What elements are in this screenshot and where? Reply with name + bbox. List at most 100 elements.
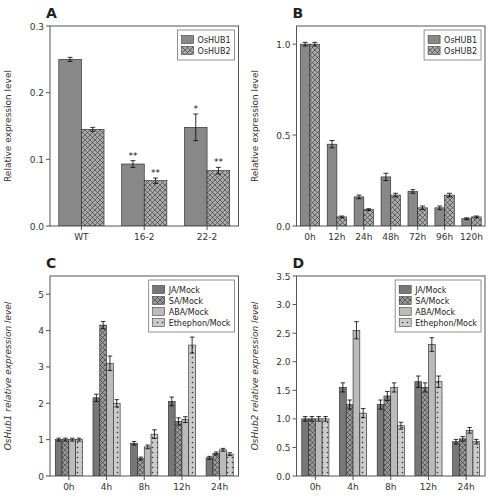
bar <box>435 208 445 226</box>
significance-label: * <box>194 104 199 114</box>
y-tick <box>293 361 297 362</box>
y-tick-label: 0.0 <box>276 472 291 482</box>
legend: JA/MockSA/MockABA/MockEthephon/Mock <box>149 280 235 332</box>
x-tick <box>471 226 472 230</box>
panel: C012345OsHub1 relative expression level0… <box>3 255 239 492</box>
bar <box>137 459 144 476</box>
y-tick-label: 2.5 <box>276 329 290 339</box>
x-tick <box>336 226 337 230</box>
error-bar <box>474 216 479 218</box>
plot-frame <box>50 26 239 226</box>
bar <box>354 197 364 226</box>
error-bar <box>176 418 181 425</box>
marks <box>300 42 481 226</box>
x-tick-label: 48h <box>382 232 399 242</box>
error-bar <box>216 167 221 174</box>
error-bar <box>77 438 82 441</box>
y-tick-label: 0.5 <box>276 131 290 141</box>
y-tick <box>46 476 50 477</box>
bar <box>302 419 309 476</box>
error-bar <box>447 193 452 197</box>
error-bar <box>312 42 317 46</box>
x-tick-label: 8h <box>139 482 150 492</box>
marks <box>59 57 230 226</box>
bar <box>322 419 329 476</box>
x-tick <box>315 476 316 480</box>
bar <box>445 195 455 226</box>
legend-label: SA/Mock <box>415 297 450 306</box>
y-tick-label: 0.2 <box>30 88 44 98</box>
panel-title: A <box>46 5 57 21</box>
y-tick-label: 0.0 <box>276 222 291 232</box>
y-tick-label: 1 <box>38 435 44 445</box>
y-tick <box>293 390 297 391</box>
error-bar <box>207 456 212 459</box>
legend-label: OsHUB1 <box>444 36 477 45</box>
error-bar <box>190 337 195 353</box>
y-tick <box>293 135 297 136</box>
error-bar <box>303 42 308 46</box>
x-tick <box>207 226 208 230</box>
legend-swatch <box>182 47 194 55</box>
bar <box>466 430 473 476</box>
bar <box>213 453 220 476</box>
bar <box>327 144 337 226</box>
error-bar <box>316 417 321 422</box>
y-tick <box>46 403 50 404</box>
legend: OsHUB1OsHUB2 <box>424 30 481 60</box>
y-tick-label: 4 <box>38 326 44 336</box>
y-tick <box>46 366 50 367</box>
panel: D0.00.51.01.52.02.53.03.5OsHub2 relative… <box>250 255 486 492</box>
error-bar <box>132 441 137 445</box>
significance-label: ** <box>214 157 224 167</box>
legend-swatch <box>428 36 440 44</box>
x-tick-label: 12h <box>328 232 345 242</box>
x-tick-label: 16-2 <box>134 232 154 242</box>
bar <box>226 454 233 476</box>
bar <box>309 419 316 476</box>
bar <box>206 458 213 476</box>
bar <box>300 44 310 226</box>
error-bar <box>139 457 144 460</box>
error-bar <box>410 190 415 194</box>
error-bar <box>130 161 135 168</box>
error-bar <box>423 383 428 392</box>
y-tick <box>293 226 297 227</box>
y-tick-label: 1.5 <box>276 386 290 396</box>
error-bar <box>303 417 308 422</box>
y-tick-label: 3.0 <box>276 300 291 310</box>
error-bar <box>361 409 366 418</box>
bar <box>381 177 391 226</box>
y-tick <box>293 447 297 448</box>
error-bar <box>70 438 75 441</box>
plot-frame <box>297 26 486 226</box>
x-tick-label: WT <box>74 232 89 242</box>
x-tick <box>417 226 418 230</box>
y-tick <box>293 276 297 277</box>
bar <box>62 440 69 476</box>
x-tick <box>444 226 445 230</box>
marks <box>55 321 233 476</box>
y-axis-label: OsHub2 relative expression level <box>250 301 260 450</box>
panel-title: B <box>293 5 304 21</box>
y-tick <box>46 92 50 93</box>
y-tick-label: 0.5 <box>276 443 290 453</box>
bar <box>182 420 189 476</box>
bar <box>472 217 482 226</box>
x-tick-label: 8h <box>385 482 396 492</box>
bar <box>81 129 104 226</box>
y-tick <box>46 226 50 227</box>
bar <box>473 442 480 476</box>
y-axis-label: Relative expression level <box>3 70 13 182</box>
figure: A0.00.10.20.3Relative expression levelWT… <box>0 0 493 500</box>
y-tick <box>46 294 50 295</box>
x-tick-label: 0h <box>304 232 315 242</box>
bar <box>168 401 175 476</box>
bar <box>122 164 145 226</box>
y-tick <box>46 159 50 160</box>
x-tick <box>68 476 69 480</box>
legend-swatch <box>399 308 411 316</box>
y-tick <box>46 330 50 331</box>
bar <box>144 447 151 476</box>
error-bar <box>436 376 441 387</box>
